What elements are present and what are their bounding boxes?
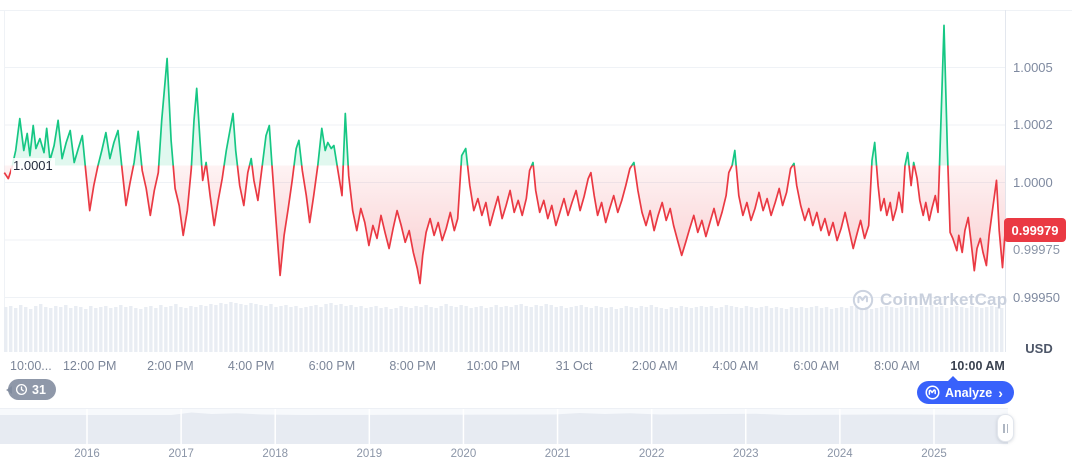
x-axis-label: 8:00 PM [389, 359, 436, 373]
y-axis-label: 0.99950 [1013, 289, 1060, 305]
year-label[interactable]: 2016 [74, 448, 100, 460]
analyze-label: Analyze [945, 385, 993, 400]
chevron-right-icon: › [998, 384, 1003, 401]
navigator-mini-chart [0, 409, 1008, 444]
current-price-badge: 0.99979 [1004, 218, 1066, 242]
year-label[interactable]: 2018 [262, 448, 289, 460]
open-price-label: 1.0001 [11, 158, 55, 173]
x-axis-label: 10:00... [10, 359, 52, 373]
x-axis-label: 31 Oct [555, 359, 593, 373]
y-axis-label: 1.0002 [1013, 117, 1053, 132]
currency-unit-label[interactable]: USD [1025, 341, 1053, 356]
price-chart-plot[interactable] [0, 0, 1072, 352]
caret-up-notch [948, 376, 958, 381]
x-axis-label: 4:00 PM [227, 359, 275, 373]
coinmarketcap-logo-icon [852, 289, 874, 311]
year-label[interactable]: 2024 [827, 448, 853, 460]
coinmarketcap-logo-icon [925, 385, 940, 400]
year-label[interactable]: 2023 [732, 448, 759, 460]
x-axis-label: 10:00 PM [466, 359, 521, 373]
history-count: 31 [32, 382, 46, 397]
x-axis-label: 12:00 PM [62, 359, 117, 373]
watermark-text: CoinMarketCap [880, 290, 1008, 309]
year-label[interactable]: 2025 [921, 448, 947, 460]
y-axis-label: 1.0000 [1013, 174, 1053, 190]
year-label[interactable]: 2019 [356, 448, 383, 460]
year-label[interactable]: 2021 [544, 448, 571, 460]
x-axis-label: 4:00 AM [712, 359, 759, 373]
analyze-button[interactable]: Analyze › [917, 376, 1014, 404]
clock-history-icon [15, 383, 28, 396]
y-axis-label: 0.99975 [1013, 242, 1060, 257]
year-label[interactable]: 2017 [168, 448, 194, 460]
x-axis-label: 6:00 AM [793, 359, 840, 373]
navigator-resize-handle[interactable] [997, 414, 1014, 442]
watermark: CoinMarketCap [852, 289, 1007, 311]
year-label[interactable]: 2020 [450, 448, 477, 460]
x-axis-label: 10:00 AM [950, 359, 1005, 373]
year-label[interactable]: 2022 [638, 448, 665, 460]
x-axis-label: 2:00 AM [631, 359, 678, 373]
range-navigator[interactable] [0, 408, 1008, 444]
x-axis-label: 8:00 AM [873, 359, 920, 373]
x-axis-label: 2:00 PM [147, 359, 194, 373]
x-axis-label: 6:00 PM [308, 359, 356, 373]
history-count-badge[interactable]: 31 [6, 379, 56, 400]
y-axis-label: 1.0005 [1013, 59, 1053, 75]
